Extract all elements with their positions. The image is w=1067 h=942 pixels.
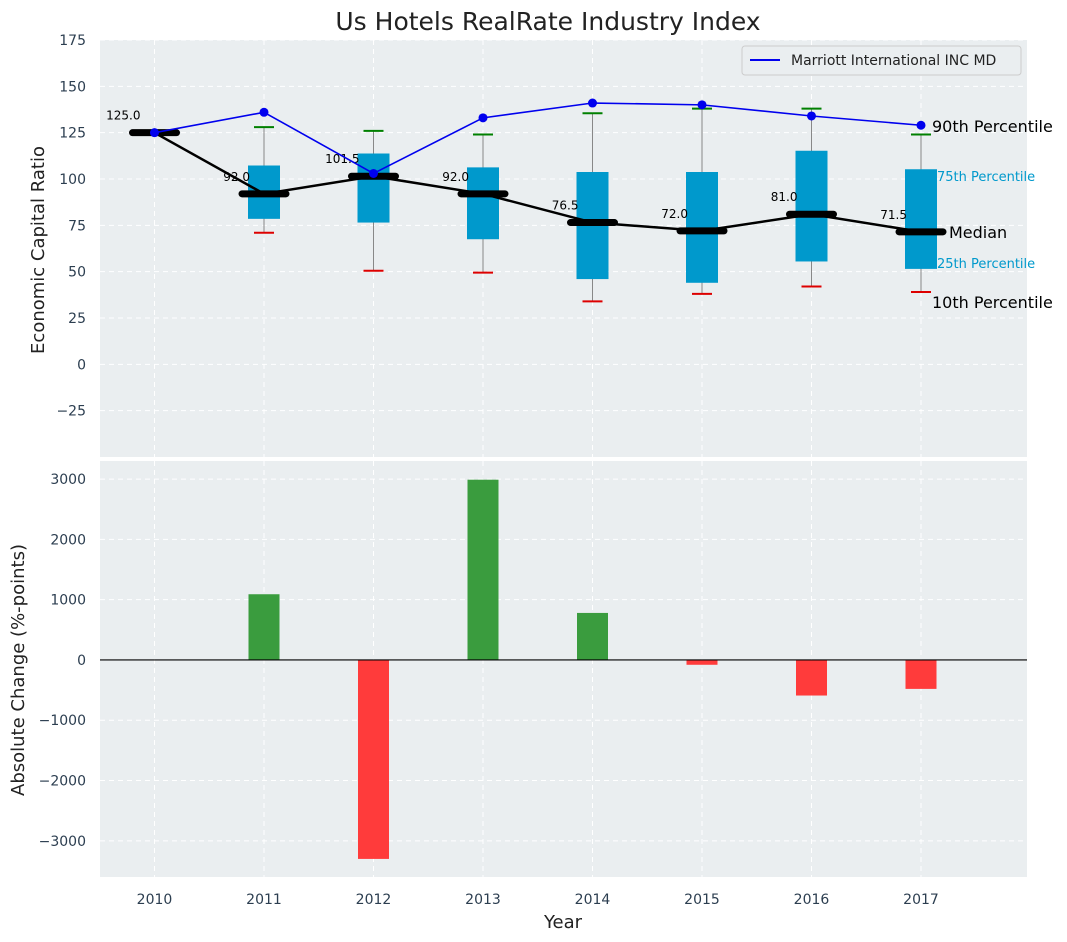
iqr-box — [905, 169, 937, 269]
top-y-tick-label: 25 — [68, 311, 86, 327]
legend: Marriott International INC MD — [741, 45, 1022, 76]
median-value-label: 101.5 — [325, 152, 359, 166]
bottom-y-ticks: −3000 −2000 −1000 0 1000 2000 3000 — [39, 472, 86, 850]
top-y-tick-label: 50 — [68, 265, 86, 281]
bottom-y-tick-label: 1000 — [50, 593, 86, 609]
top-y-tick-label: 100 — [59, 172, 86, 188]
top-y-tick-label: 0 — [77, 357, 86, 373]
x-tick-label: 2012 — [356, 892, 392, 908]
x-tick-label: 2010 — [137, 892, 173, 908]
x-tick-label: 2017 — [903, 892, 939, 908]
median-value-label: 71.5 — [880, 208, 907, 222]
median-value-label: 72.0 — [661, 207, 688, 221]
company-point — [259, 107, 269, 117]
company-point — [150, 128, 159, 138]
company-point — [916, 120, 926, 130]
p90-annotation: 90th Percentile — [932, 117, 1053, 136]
x-tick-label: 2015 — [684, 892, 720, 908]
top-y-ticks: −25 0 25 50 75 100 125 150 175 — [56, 33, 86, 420]
bottom-y-tick-label: 3000 — [50, 472, 86, 488]
top-y-axis-label: Economic Capital Ratio — [28, 146, 49, 354]
company-point — [478, 113, 488, 123]
top-y-tick-label: 150 — [59, 79, 86, 95]
company-point — [369, 168, 378, 178]
change-bar — [796, 659, 827, 696]
legend-box — [741, 45, 1022, 76]
company-point — [697, 100, 707, 110]
bottom-y-tick-label: −1000 — [39, 713, 86, 729]
median-value-label: 81.0 — [771, 190, 798, 204]
median-value-label: 125.0 — [106, 109, 140, 123]
bottom-y-tick-label: −2000 — [39, 774, 86, 790]
median-value-label: 92.0 — [442, 170, 469, 184]
bottom-y-axis-label: Absolute Change (%-points) — [8, 544, 29, 796]
change-bar — [905, 659, 937, 689]
x-tick-label: 2016 — [794, 892, 830, 908]
bottom-marks — [100, 479, 1027, 859]
x-ticks: 2010 2011 2012 2013 2014 2015 2016 2017 — [137, 892, 939, 908]
percentile-annotations: 90th Percentile 75th Percentile Median 2… — [932, 117, 1053, 312]
change-bar — [248, 594, 280, 660]
median-annotation: Median — [949, 223, 1007, 242]
p25-annotation: 25th Percentile — [937, 257, 1035, 272]
change-bar — [358, 659, 389, 859]
change-bar — [686, 659, 718, 665]
x-axis-label: Year — [543, 912, 583, 933]
iqr-box — [357, 153, 390, 223]
p10-annotation: 10th Percentile — [932, 293, 1053, 312]
bottom-y-tick-label: 2000 — [50, 532, 86, 548]
iqr-box — [795, 151, 828, 262]
company-point — [807, 111, 816, 121]
change-bar — [467, 479, 499, 660]
top-y-tick-label: 175 — [59, 33, 86, 49]
company-point — [588, 98, 597, 108]
top-marks: 125.0 92.0 101.5 92.0 76.5 72.0 81.0 71.5 — [106, 98, 947, 303]
bottom-y-tick-label: 0 — [77, 653, 86, 669]
p75-annotation: 75th Percentile — [937, 170, 1035, 185]
bottom-y-tick-label: −3000 — [39, 834, 86, 850]
x-tick-label: 2013 — [465, 892, 501, 908]
iqr-box — [467, 167, 499, 240]
company-line — [154, 102, 922, 175]
bottom-plot-area — [100, 461, 1027, 877]
median-value-label: 92.0 — [223, 170, 250, 184]
median-value-label: 76.5 — [552, 199, 579, 213]
x-tick-label: 2014 — [575, 892, 611, 908]
x-tick-label: 2011 — [246, 892, 282, 908]
chart-title: Us Hotels RealRate Industry Index — [335, 7, 760, 36]
top-plot-area — [100, 40, 1027, 457]
top-y-tick-label: −25 — [56, 404, 86, 420]
legend-label: Marriott International INC MD — [791, 53, 996, 69]
top-y-tick-label: 75 — [68, 218, 86, 234]
top-y-tick-label: 125 — [59, 126, 86, 142]
change-bar — [577, 612, 608, 660]
